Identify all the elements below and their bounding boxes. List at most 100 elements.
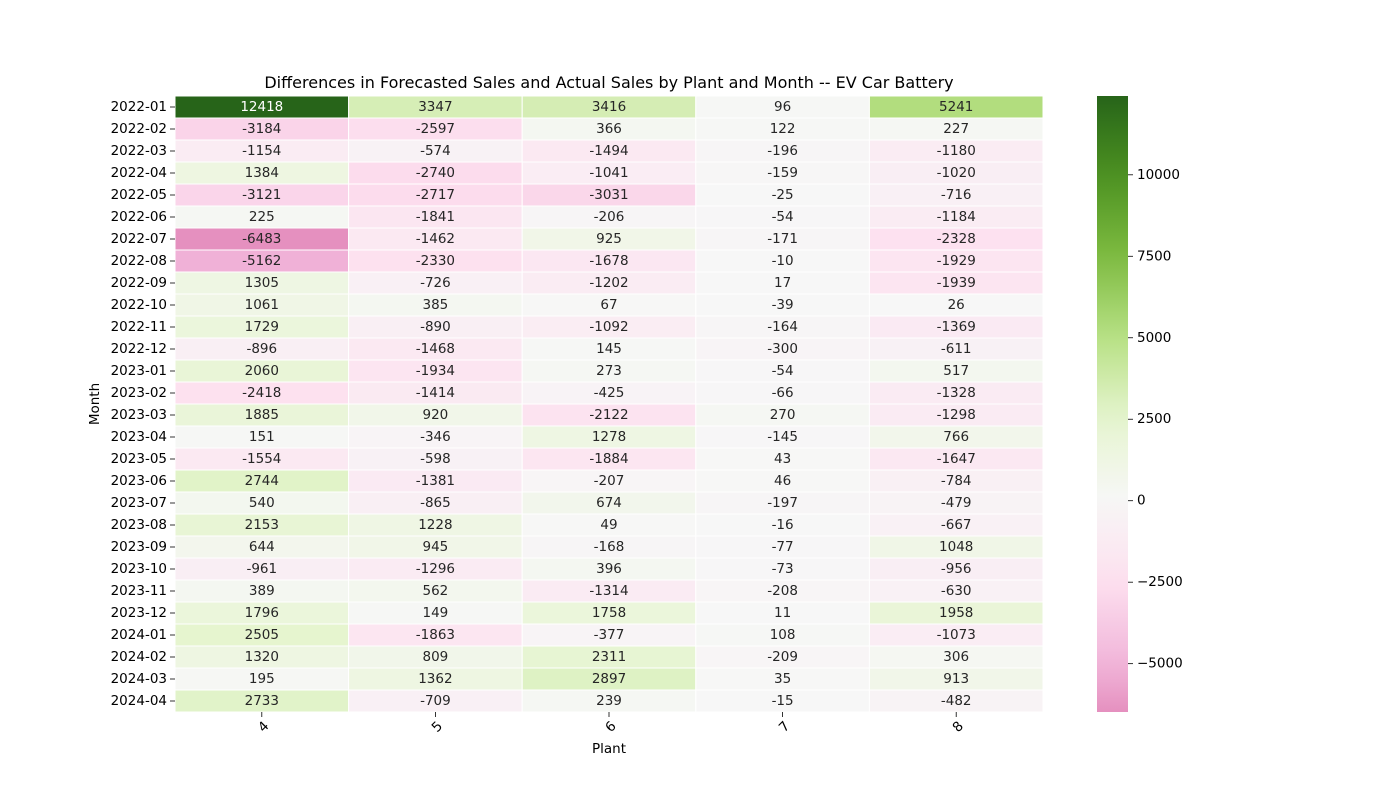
cell-value-label: -209 (767, 649, 798, 665)
cell-value-label: 1796 (245, 605, 279, 621)
y-tick-label: 2023-06 (111, 473, 167, 489)
y-axis-label: Month (87, 383, 103, 425)
cell-value-label: -2328 (937, 231, 976, 247)
y-tick-label: 2023-11 (111, 583, 167, 599)
cell-value-label: -425 (594, 385, 625, 401)
cell-value-label: -377 (594, 627, 625, 643)
cell-value-label: 540 (249, 495, 275, 511)
cell-value-label: 1758 (592, 605, 626, 621)
cell-value-label: -159 (767, 165, 798, 181)
cell-value-label: -16 (772, 517, 794, 533)
cell-value-label: 1061 (245, 297, 279, 313)
y-tick-label: 2022-09 (111, 275, 167, 291)
cell-value-label: -1180 (937, 143, 976, 159)
cell-value-label: -2122 (589, 407, 628, 423)
x-axis-label: Plant (592, 741, 626, 757)
cell-value-label: -709 (420, 693, 451, 709)
cell-value-label: 385 (423, 297, 449, 313)
cell-value-label: 2733 (245, 693, 279, 709)
cell-value-label: 149 (423, 605, 449, 621)
cell-value-label: 2153 (245, 517, 279, 533)
cell-value-label: -726 (420, 275, 451, 291)
cell-value-label: -1647 (937, 451, 976, 467)
cell-value-label: 1384 (245, 165, 279, 181)
colorbar-tick-label: 10000 (1137, 167, 1180, 183)
cell-value-label: -956 (941, 561, 972, 577)
y-tick-label: 2023-12 (111, 605, 167, 621)
cell-value-label: 273 (596, 363, 622, 379)
cell-value-label: 3347 (418, 99, 452, 115)
cell-value-label: 96 (774, 99, 791, 115)
colorbar-gradient (1097, 96, 1128, 712)
cell-value-label: 913 (943, 671, 969, 687)
cell-value-label: -168 (594, 539, 625, 555)
y-tick-label: 2023-10 (111, 561, 167, 577)
chart-title: Differences in Forecasted Sales and Actu… (264, 73, 953, 92)
cell-value-label: -784 (941, 473, 972, 489)
cell-value-label: -196 (767, 143, 798, 159)
cell-value-label: -1884 (589, 451, 628, 467)
cell-value-label: -1554 (242, 451, 281, 467)
cell-value-label: 1729 (245, 319, 279, 335)
cell-value-label: -1841 (416, 209, 455, 225)
y-tick-label: 2023-02 (111, 385, 167, 401)
cell-value-label: 5241 (939, 99, 973, 115)
cell-value-label: -1298 (937, 407, 976, 423)
y-tick-label: 2022-07 (111, 231, 167, 247)
cell-value-label: 396 (596, 561, 622, 577)
x-tick-label: 5 (429, 718, 446, 735)
cell-value-label: 1305 (245, 275, 279, 291)
y-tick-label: 2022-06 (111, 209, 167, 225)
colorbar-tick-label: 7500 (1137, 248, 1171, 264)
cell-value-label: -1468 (416, 341, 455, 357)
colorbar-tick-label: −5000 (1137, 656, 1183, 672)
cell-value-label: -482 (941, 693, 972, 709)
cell-value-label: 389 (249, 583, 275, 599)
cell-value-label: -1863 (416, 627, 455, 643)
x-axis-ticks: 4 5 6 7 8 (255, 712, 967, 736)
cell-value-label: -716 (941, 187, 972, 203)
cell-value-label: -1414 (416, 385, 455, 401)
cell-value-label: -3121 (242, 187, 281, 203)
cell-value-label: 920 (423, 407, 449, 423)
y-tick-label: 2023-01 (111, 363, 167, 379)
cell-value-label: -1202 (589, 275, 628, 291)
cell-value-label: -961 (246, 561, 277, 577)
y-tick-label: 2022-01 (111, 99, 167, 115)
colorbar-tick-label: 2500 (1137, 411, 1171, 427)
cell-value-label: 108 (770, 627, 796, 643)
cell-value-label: 122 (770, 121, 796, 137)
heatmap-cells: 12418 3347 3416 96 5241 -3184 -2597 366 122 227 -1… (174, 95, 1044, 713)
cell-value-label: 26 (948, 297, 965, 313)
cell-value-label: -145 (767, 429, 798, 445)
y-tick-label: 2024-01 (111, 627, 167, 643)
y-axis-ticks: 2022-01 2022-02 2022-03 2022-04 2022-05 2022-… (111, 99, 175, 709)
cell-value-label: 1885 (245, 407, 279, 423)
cell-value-label: 1958 (939, 605, 973, 621)
cell-value-label: 195 (249, 671, 275, 687)
cell-value-label: 2897 (592, 671, 626, 687)
cell-value-label: -630 (941, 583, 972, 599)
cell-value-label: -2740 (416, 165, 455, 181)
cell-value-label: 2744 (245, 473, 279, 489)
cell-value-label: 151 (249, 429, 275, 445)
cell-value-label: 1320 (245, 649, 279, 665)
cell-value-label: -1154 (242, 143, 281, 159)
cell-value-label: -1934 (416, 363, 455, 379)
cell-value-label: 1228 (418, 517, 452, 533)
cell-value-label: 12418 (240, 99, 283, 115)
cell-value-label: 35 (774, 671, 791, 687)
cell-value-label: 43 (774, 451, 791, 467)
y-tick-label: 2022-11 (111, 319, 167, 335)
y-tick-label: 2024-04 (111, 693, 167, 709)
cell-value-label: -15 (772, 693, 794, 709)
x-tick-label: 7 (776, 718, 793, 735)
y-tick-label: 2022-08 (111, 253, 167, 269)
cell-value-label: -1041 (589, 165, 628, 181)
cell-value-label: -667 (941, 517, 972, 533)
cell-value-label: -300 (767, 341, 798, 357)
cell-value-label: 562 (423, 583, 449, 599)
cell-value-label: 945 (423, 539, 449, 555)
cell-value-label: -1369 (937, 319, 976, 335)
